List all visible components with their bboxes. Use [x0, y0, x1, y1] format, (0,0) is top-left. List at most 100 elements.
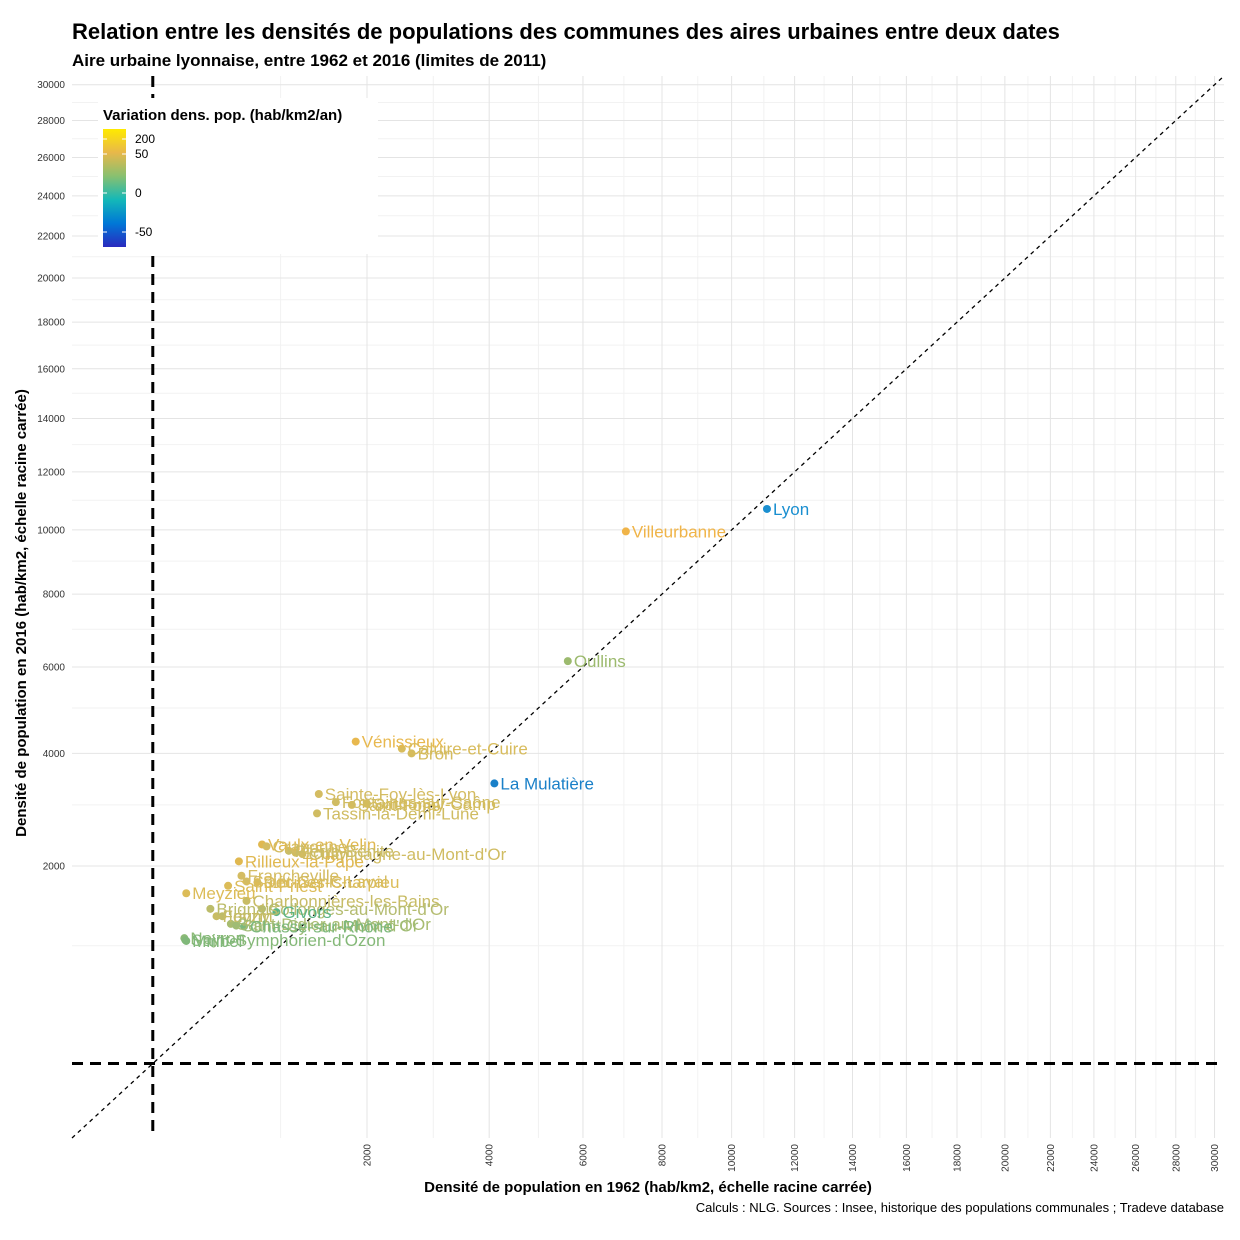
x-tick-label: 20000 [1000, 1144, 1011, 1172]
point-label: Charbonnières-les-Bains [253, 892, 440, 911]
x-tick-label: 30000 [1210, 1144, 1221, 1172]
point-label: Saint-Fons [358, 796, 440, 815]
point-label: Meyzieu [192, 884, 255, 903]
point-label: Fontaines-sur-Saône [342, 793, 501, 812]
data-point [182, 889, 191, 898]
point-label: Vaulx-en-Velin [268, 835, 376, 854]
data-point [232, 921, 241, 930]
y-tick-label: 30000 [37, 80, 65, 91]
y-tick-label: 20000 [37, 274, 65, 285]
data-point [298, 850, 307, 859]
data-point [182, 936, 191, 945]
point-labels: Lyon Villeurbanne Oullins VénissieuxCaluire… [190, 500, 809, 951]
x-tick-label: 2000 [362, 1144, 373, 1167]
data-point [262, 842, 271, 851]
y-tick-label: 4000 [43, 749, 66, 760]
data-point [206, 904, 215, 913]
data-point [242, 896, 251, 905]
point-label: Feyzin [223, 907, 273, 926]
x-axis-ticks: 2000 4000 6000 8000 10000 12000 14000 16000 1800… [362, 1144, 1221, 1172]
point-label: Brignais [216, 900, 277, 919]
chart-subtitle: Aire urbaine lyonnaise, entre 1962 et 20… [72, 51, 546, 70]
diagonal-line [71, 75, 1225, 1139]
y-axis-title: Densité de population en 2016 (hab/km2, … [13, 389, 30, 837]
data-point [237, 871, 246, 880]
y-axis-ticks: 2000 4000 6000 8000 10000 12000 14000 16000 1800… [37, 80, 65, 872]
point-label: Lyon [773, 500, 809, 519]
data-point [351, 737, 360, 746]
data-point [234, 857, 243, 866]
point-label: Champagne-au-Mont-d'Or [308, 845, 506, 864]
data-point [490, 779, 499, 788]
data-point [313, 809, 322, 818]
x-tick-label: 8000 [657, 1144, 668, 1167]
data-point [397, 744, 406, 753]
data-point [212, 912, 221, 921]
legend-background [98, 98, 378, 254]
y-tick-label: 14000 [37, 414, 65, 425]
y-tick-label: 26000 [37, 153, 65, 164]
point-label: Vénissieux [362, 733, 445, 752]
point-label: Neyron [190, 929, 245, 948]
legend-colorbar [103, 129, 126, 247]
point-label: Oullins [574, 652, 626, 671]
data-point [284, 846, 293, 855]
chart-title: Relation entre les densités de populatio… [72, 19, 1060, 44]
x-tick-label: 16000 [902, 1144, 913, 1172]
point-label: Miribel [192, 932, 242, 951]
data-point [240, 922, 249, 931]
data-point [621, 527, 630, 536]
data-point [347, 800, 356, 809]
point-label: Décines-Charpieu [263, 873, 399, 892]
y-tick-label: 10000 [37, 525, 65, 536]
data-point [218, 912, 227, 921]
point-label: Pierre-Bénite [295, 842, 394, 861]
x-tick-label: 12000 [790, 1144, 801, 1172]
point-label: Chasse-sur-Rhône [250, 917, 393, 936]
data-point [272, 908, 281, 917]
y-tick-label: 18000 [37, 318, 65, 329]
point-label: Villeurbanne [632, 522, 726, 541]
point-label: Givors [282, 903, 331, 922]
data-point [331, 798, 340, 807]
point-label: Sathonay-Camp [373, 795, 496, 814]
data-point [563, 657, 572, 666]
x-tick-label: 28000 [1171, 1144, 1182, 1172]
data-point [362, 799, 371, 808]
point-label: Écully [302, 844, 348, 863]
point-label: Collonges-au-Mont-d'Or [268, 900, 449, 919]
x-tick-label: 4000 [485, 1144, 496, 1167]
point-label: Saint-Symphorien-d'Ozon [191, 931, 385, 950]
point-label: Saint-Priest [234, 877, 322, 896]
legend-tick-label: 200 [135, 132, 155, 146]
point-label: Craponne [273, 837, 348, 856]
legend-tick-label: 50 [135, 147, 149, 161]
y-tick-label: 16000 [37, 364, 65, 375]
reference-lines [71, 75, 1225, 1139]
caption: Calculs : NLG. Sources : Insee, historiq… [696, 1200, 1224, 1215]
point-label: Caluire-et-Cuire [408, 740, 528, 759]
point-label: Sainte-Foy-lès-Lyon [325, 785, 477, 804]
legend-title: Variation dens. pop. (hab/km2/an) [103, 107, 342, 124]
point-label: Saint-Genis-Laval [253, 872, 388, 891]
legend-tick-label: -50 [135, 225, 153, 239]
data-point [253, 878, 262, 887]
x-tick-label: 22000 [1046, 1144, 1057, 1172]
data-point [314, 790, 323, 799]
grid [72, 76, 1224, 1138]
x-tick-label: 14000 [848, 1144, 859, 1172]
y-tick-label: 12000 [37, 467, 65, 478]
data-point [407, 749, 416, 758]
data-point [258, 904, 267, 913]
x-tick-label: 10000 [727, 1144, 738, 1172]
point-label: Rillieux-la-Pape [245, 852, 364, 871]
y-tick-label: 28000 [37, 116, 65, 127]
x-axis-title: Densité de population en 1962 (hab/km2, … [424, 1179, 872, 1196]
x-tick-label: 26000 [1131, 1144, 1142, 1172]
x-tick-label: 18000 [952, 1144, 963, 1172]
y-tick-label: 24000 [37, 191, 65, 202]
point-label: Irigny [228, 907, 270, 926]
point-label: Saint-Cyr-au-Mont-d'Or [242, 917, 418, 936]
